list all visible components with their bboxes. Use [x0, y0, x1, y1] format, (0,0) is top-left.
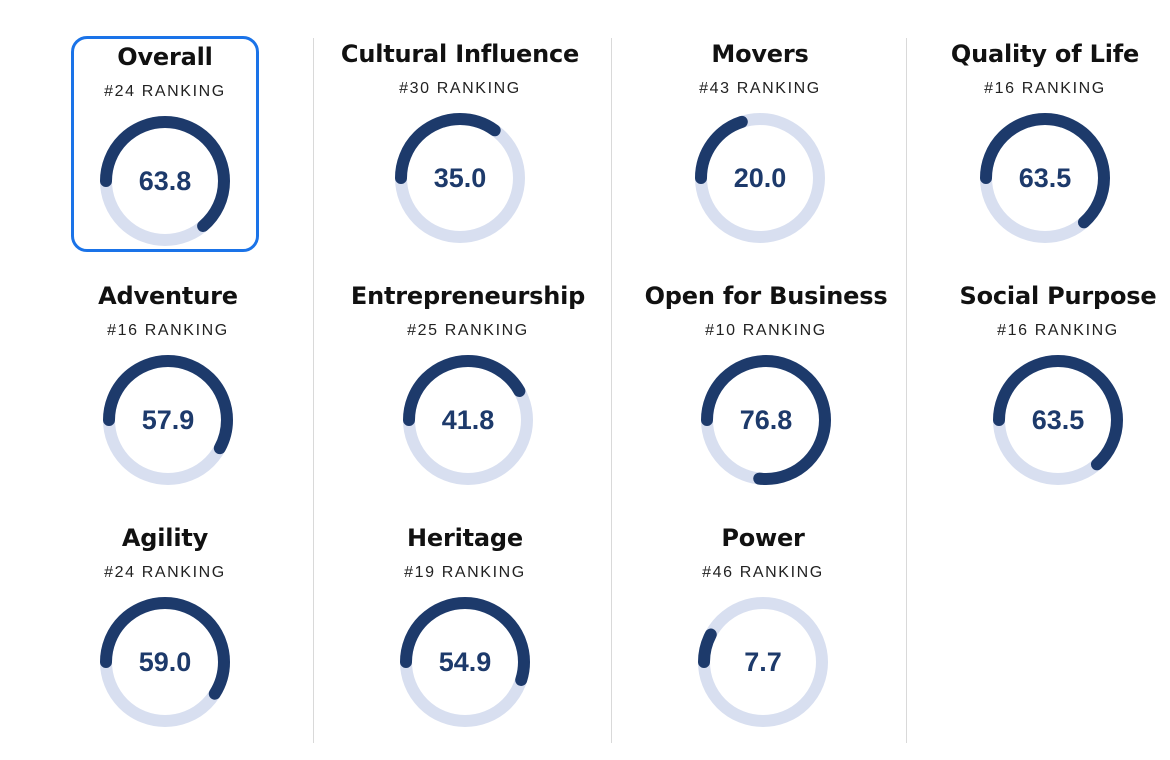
card-title: Adventure — [98, 282, 238, 310]
score-card-heritage[interactable]: Heritage #19 RANKING 54.9 — [371, 520, 559, 736]
card-ranking: #46 RANKING — [702, 564, 824, 581]
score-gauge: 7.7 — [693, 592, 833, 732]
gauge-value: 54.9 — [438, 647, 492, 677]
card-ranking: #10 RANKING — [705, 322, 827, 339]
card-ranking: #16 RANKING — [984, 80, 1106, 97]
gauge-ring — [395, 113, 525, 243]
gauge-value: 7.7 — [744, 647, 782, 677]
score-gauge: 59.0 — [95, 592, 235, 732]
card-title: Social Purpose — [959, 282, 1157, 310]
score-gauge: 76.8 — [696, 350, 836, 490]
gauge-ring — [993, 355, 1123, 485]
score-card-overall[interactable]: Overall #24 RANKING 63.8 — [71, 36, 259, 252]
card-ranking: #16 RANKING — [107, 322, 229, 339]
gauge-progress-arc — [100, 116, 230, 246]
card-ranking: #24 RANKING — [104, 83, 226, 100]
score-card-adventure[interactable]: Adventure #16 RANKING 57.9 — [74, 278, 262, 494]
gauge-progress-arc — [103, 355, 233, 485]
column-divider — [906, 38, 907, 743]
gauge-progress-arc — [100, 597, 230, 727]
score-gauge: 35.0 — [390, 108, 530, 248]
card-ranking: #24 RANKING — [104, 564, 226, 581]
gauge-value: 59.0 — [138, 647, 192, 677]
gauge-value: 35.0 — [433, 163, 487, 193]
gauge-value: 63.8 — [138, 166, 192, 196]
score-card-cultural-influence[interactable]: Cultural Influence #30 RANKING 35.0 — [341, 36, 579, 252]
gauge-value: 57.9 — [141, 405, 195, 435]
gauge-value: 63.5 — [1031, 405, 1085, 435]
column-divider — [313, 38, 314, 743]
card-ranking: #43 RANKING — [699, 80, 821, 97]
card-title: Quality of Life — [950, 40, 1140, 68]
gauge-value: 20.0 — [733, 163, 787, 193]
score-card-agility[interactable]: Agility #24 RANKING 59.0 — [71, 520, 259, 736]
gauge-ring — [695, 113, 825, 243]
gauge-ring — [103, 355, 233, 485]
card-title: Cultural Influence — [340, 40, 580, 68]
score-gauge: 63.5 — [988, 350, 1128, 490]
gauge-ring — [701, 355, 831, 485]
gauge-progress-arc — [403, 355, 533, 485]
score-card-movers[interactable]: Movers #43 RANKING 20.0 — [666, 36, 854, 252]
gauge-progress-arc — [400, 597, 530, 727]
gauge-progress-arc — [395, 113, 525, 243]
gauge-progress-arc — [993, 355, 1123, 485]
gauge-progress-arc — [701, 355, 831, 485]
gauge-ring — [980, 113, 1110, 243]
column-divider — [611, 38, 612, 743]
gauge-progress-arc — [698, 597, 828, 727]
gauge-ring — [400, 597, 530, 727]
score-card-social-purpose[interactable]: Social Purpose #16 RANKING 63.5 — [960, 278, 1157, 494]
gauge-value: 63.5 — [1018, 163, 1072, 193]
card-title: Open for Business — [644, 282, 888, 310]
gauge-ring — [100, 597, 230, 727]
gauge-progress-arc — [695, 113, 825, 243]
score-gauge: 63.5 — [975, 108, 1115, 248]
gauge-ring — [100, 116, 230, 246]
card-title: Entrepreneurship — [350, 282, 586, 310]
card-title: Movers — [711, 40, 809, 68]
gauge-ring — [698, 597, 828, 727]
gauge-ring — [403, 355, 533, 485]
score-gauge: 20.0 — [690, 108, 830, 248]
gauge-value: 76.8 — [739, 405, 793, 435]
score-card-power[interactable]: Power #46 RANKING 7.7 — [669, 520, 857, 736]
score-card-entrepreneurship[interactable]: Entrepreneurship #25 RANKING 41.8 — [351, 278, 585, 494]
card-ranking: #16 RANKING — [997, 322, 1119, 339]
card-title: Power — [721, 524, 805, 552]
card-title: Agility — [121, 524, 209, 552]
score-gauge: 57.9 — [98, 350, 238, 490]
card-title: Heritage — [407, 524, 523, 552]
gauge-value: 41.8 — [441, 405, 495, 435]
score-card-open-for-business[interactable]: Open for Business #10 RANKING 76.8 — [645, 278, 888, 494]
score-gauge: 63.8 — [95, 111, 235, 251]
score-gauge: 41.8 — [398, 350, 538, 490]
card-ranking: #25 RANKING — [407, 322, 529, 339]
score-card-quality-of-life[interactable]: Quality of Life #16 RANKING 63.5 — [951, 36, 1139, 252]
card-title: Overall — [117, 43, 213, 71]
card-ranking: #30 RANKING — [399, 80, 521, 97]
card-ranking: #19 RANKING — [404, 564, 526, 581]
gauge-progress-arc — [980, 113, 1110, 243]
score-gauge: 54.9 — [395, 592, 535, 732]
